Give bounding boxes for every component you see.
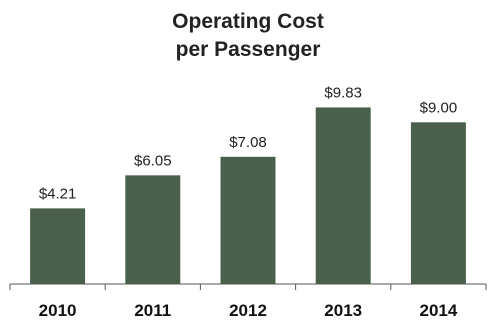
value-label-2013: $9.83 (324, 84, 362, 101)
bar-2012 (220, 156, 276, 284)
value-label-2014: $9.00 (420, 99, 458, 116)
bar-2010 (30, 208, 86, 284)
value-label-2011: $6.05 (134, 152, 172, 169)
category-label-2012: 2012 (229, 301, 267, 320)
category-label-2010: 2010 (39, 301, 77, 320)
chart-title-line-2: per Passenger (175, 38, 321, 61)
category-label-2013: 2013 (324, 301, 362, 320)
bars-group (30, 107, 466, 284)
bar-2014 (410, 122, 466, 284)
value-label-2010: $4.21 (39, 185, 77, 202)
category-label-2014: 2014 (419, 301, 457, 320)
x-axis-ticks (9, 284, 487, 290)
chart-title-line-1: Operating Cost (172, 10, 324, 33)
chart-title: Operating Cost per Passenger (0, 8, 496, 64)
bar-2011 (125, 175, 181, 284)
category-labels-group: 2010 2011 2012 2013 2014 (39, 301, 458, 320)
value-labels-group: $4.21 $6.05 $7.08 $9.83 $9.00 (39, 84, 457, 202)
bar-2013 (315, 107, 371, 284)
category-label-2011: 2011 (134, 301, 171, 320)
value-label-2012: $7.08 (229, 134, 267, 151)
